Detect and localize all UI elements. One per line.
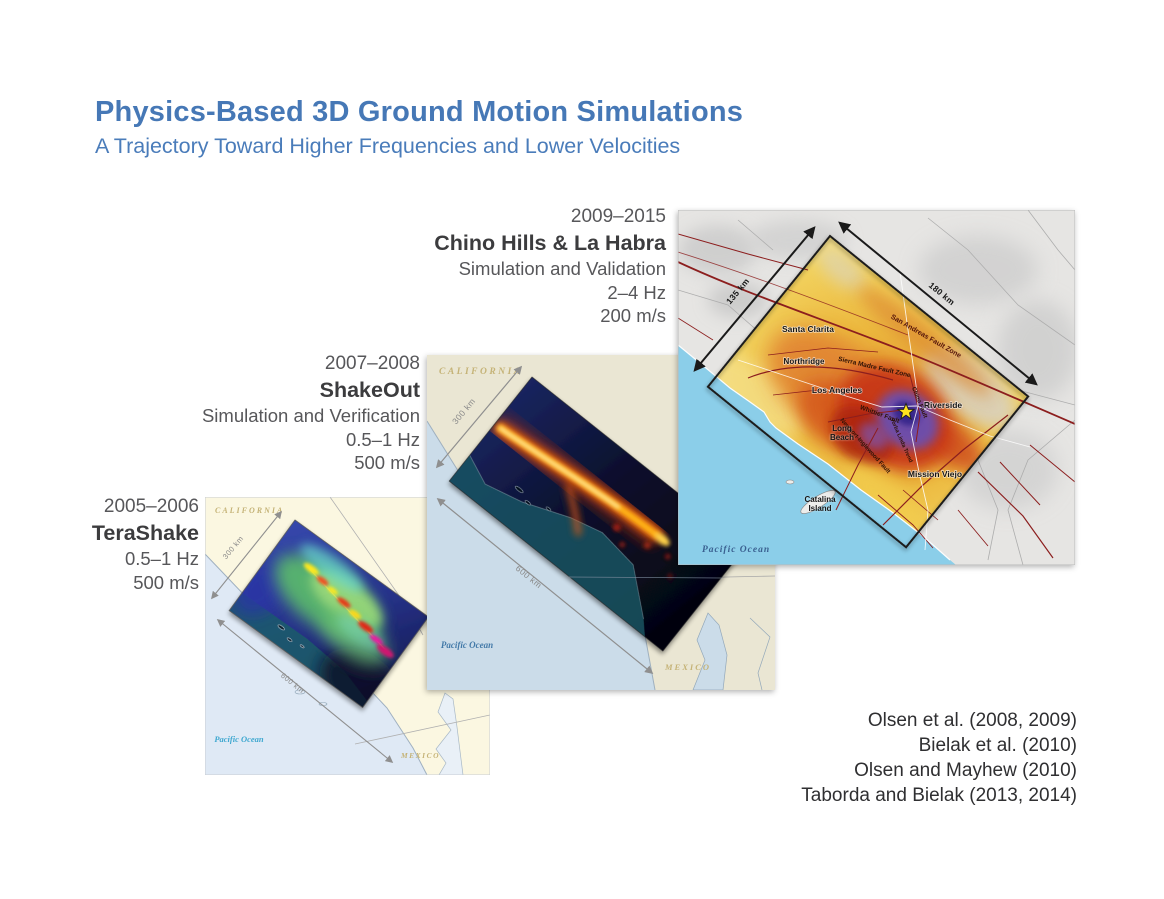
terashake-gulf: [435, 692, 464, 775]
map-chino-hills: 135 km 180 km San Andreas Fault Zone Sie…: [678, 210, 1075, 565]
page-title: Physics-Based 3D Ground Motion Simulatio…: [95, 96, 744, 128]
shakeout-years: 2007–2008: [324, 353, 420, 374]
chino-ocean: [678, 345, 956, 565]
shakeout-baja-coast: [749, 617, 771, 690]
terashake-mexico-label: MEXICO: [400, 751, 440, 760]
shakeout-frequency: 0.5–1 Hz: [345, 428, 420, 450]
chino-coastline: [678, 344, 951, 561]
city-santa-clarita: Santa Clarita: [782, 324, 834, 334]
label-block-chino-hills: 2009–2015 Chino Hills & La Habra Simulat…: [434, 204, 666, 328]
reference-item: Taborda and Bielak (2013, 2014): [801, 785, 1077, 806]
shakeout-scale-arrow-600km: [436, 497, 654, 675]
chino-description: Simulation and Validation: [458, 258, 666, 279]
chino-years: 2009–2015: [570, 206, 666, 227]
references: Olsen et al. (2008, 2009) Bielak et al. …: [801, 708, 1077, 808]
chino-scale-arrow-135km: [693, 226, 816, 372]
chino-name: Chino Hills & La Habra: [434, 231, 666, 255]
shakeout-mexico-label: MEXICO: [664, 662, 711, 672]
chino-frequency: 2–4 Hz: [607, 281, 666, 303]
city-catalina-island: Catalina Island: [804, 496, 835, 513]
chino-velocity: 200 m/s: [600, 305, 666, 326]
city-mission-viejo: Mission Viejo: [908, 469, 962, 479]
terashake-velocity: 500 m/s: [133, 571, 199, 593]
terashake-frequency: 0.5–1 Hz: [124, 548, 199, 569]
city-los-angeles: Los Angeles: [812, 385, 862, 395]
terashake-name: TeraShake: [91, 521, 199, 545]
reference-item: Olsen et al. (2008, 2009): [867, 710, 1077, 731]
shakeout-california-label: CALIFORNIA: [439, 367, 523, 377]
shakeout-scale-arrow-300km: [435, 365, 523, 469]
city-northridge: Northridge: [784, 357, 825, 366]
shakeout-description: Simulation and Verification: [201, 405, 420, 426]
label-block-terashake: 2005–2006 TeraShake 0.5–1 Hz 500 m/s: [92, 494, 199, 594]
terashake-ocean-label: Pacific Ocean: [214, 735, 263, 744]
terashake-scale-arrow-300km: [211, 510, 282, 600]
catalina-island-shape: [800, 490, 836, 514]
reference-item: Bielak et al. (2010): [918, 735, 1077, 756]
terashake-years: 2005–2006: [103, 496, 199, 517]
reference-item: Olsen and Mayhew (2010): [854, 760, 1077, 781]
city-long-beach: Long Beach: [830, 425, 854, 442]
chino-scale-arrow-180km: [838, 221, 1038, 386]
label-block-shakeout: 2007–2008 ShakeOut Simulation and Verifi…: [202, 351, 420, 475]
city-riverside: Riverside: [924, 400, 963, 410]
terashake-california-label: CALIFORNIA: [215, 506, 284, 515]
epicenter-star-icon: [896, 402, 916, 421]
shakeout-ocean-label: Pacific Ocean: [441, 640, 493, 650]
shakeout-velocity: 500 m/s: [354, 452, 420, 473]
shakeout-gulf: [692, 612, 728, 690]
page-subtitle: A Trajectory Toward Higher Frequencies a…: [95, 134, 681, 158]
chino-ocean-label: Pacific Ocean: [702, 545, 770, 555]
shakeout-name: ShakeOut: [319, 378, 420, 402]
terashake-scale-arrow-600km: [216, 619, 394, 763]
small-island: [785, 479, 795, 485]
